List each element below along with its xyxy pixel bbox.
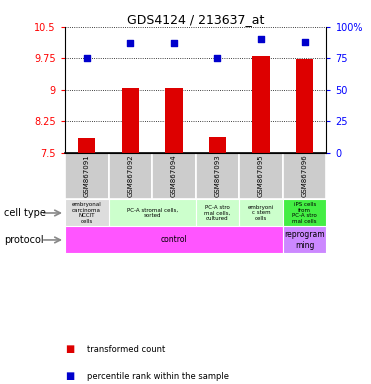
Text: GSM867096: GSM867096 bbox=[302, 155, 308, 197]
Text: cell type: cell type bbox=[4, 208, 46, 218]
Bar bbox=[196, 153, 239, 200]
Bar bbox=[65, 153, 109, 200]
Bar bbox=[109, 153, 152, 200]
Bar bbox=[283, 153, 326, 200]
Bar bbox=[209, 137, 226, 153]
Bar bbox=[109, 200, 196, 227]
Text: ■: ■ bbox=[65, 371, 74, 381]
Point bbox=[214, 55, 220, 61]
Point bbox=[302, 39, 308, 45]
Point bbox=[84, 55, 90, 61]
Text: embryonal
carcinoma
NCCIT
cells: embryonal carcinoma NCCIT cells bbox=[72, 202, 102, 224]
Text: PC-A stromal cells,
sorted: PC-A stromal cells, sorted bbox=[127, 208, 178, 218]
Point bbox=[171, 40, 177, 46]
Text: embryoni
c stem
cells: embryoni c stem cells bbox=[248, 205, 274, 221]
Bar bbox=[122, 88, 139, 153]
Text: iPS cells
from
PC-A stro
mal cells: iPS cells from PC-A stro mal cells bbox=[292, 202, 317, 224]
Bar bbox=[165, 88, 183, 153]
Text: ■: ■ bbox=[65, 344, 74, 354]
Text: GSM867094: GSM867094 bbox=[171, 155, 177, 197]
Text: protocol: protocol bbox=[4, 235, 43, 245]
Text: percentile rank within the sample: percentile rank within the sample bbox=[87, 372, 229, 381]
Bar bbox=[239, 153, 283, 200]
Text: PC-A stro
mal cells,
cultured: PC-A stro mal cells, cultured bbox=[204, 205, 231, 221]
Text: transformed count: transformed count bbox=[87, 345, 165, 354]
Text: control: control bbox=[161, 235, 187, 245]
Bar bbox=[239, 200, 283, 227]
Bar bbox=[283, 227, 326, 253]
Text: GSM867095: GSM867095 bbox=[258, 155, 264, 197]
Text: GSM867092: GSM867092 bbox=[127, 155, 133, 197]
Bar bbox=[296, 59, 313, 153]
Text: GSM867091: GSM867091 bbox=[84, 155, 90, 197]
Bar bbox=[78, 138, 95, 153]
Bar bbox=[152, 153, 196, 200]
Bar bbox=[283, 200, 326, 227]
Title: GDS4124 / 213637_at: GDS4124 / 213637_at bbox=[127, 13, 265, 26]
Point bbox=[127, 40, 133, 46]
Bar bbox=[65, 227, 283, 253]
Text: GSM867093: GSM867093 bbox=[214, 155, 220, 197]
Text: reprogram
ming: reprogram ming bbox=[284, 230, 325, 250]
Bar bbox=[65, 200, 109, 227]
Point bbox=[258, 36, 264, 43]
Bar bbox=[252, 56, 270, 153]
Bar bbox=[196, 200, 239, 227]
